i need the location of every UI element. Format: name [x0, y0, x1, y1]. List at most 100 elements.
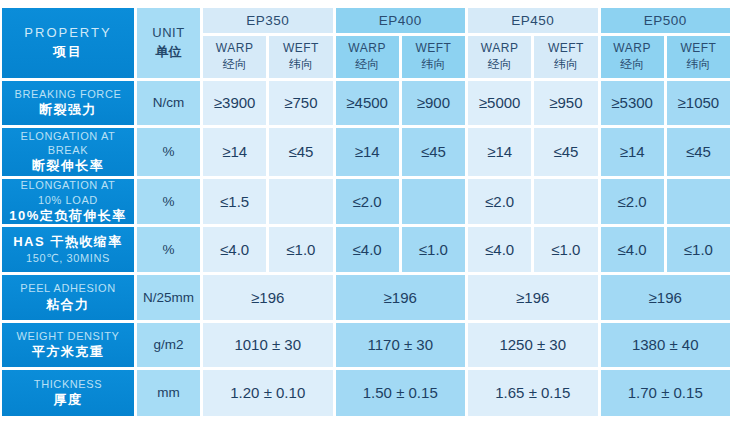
empty-cell	[534, 179, 597, 224]
row-label-en: WEIGHT DENSITY	[17, 329, 120, 343]
value-cell: ≤1.0	[534, 227, 597, 272]
unit-cell: %	[137, 128, 200, 176]
property-header-zh: 项目	[53, 44, 83, 61]
warp-label-zh: 经向	[223, 57, 247, 73]
value-cell: ≥5000	[468, 81, 531, 125]
row-label-en: 150℃, 30MINS	[26, 251, 110, 265]
cell-value: 1.65 ± 0.15	[495, 383, 570, 403]
value-cell: ≤4.0	[601, 227, 664, 272]
cell-value: ≤1.0	[286, 240, 315, 260]
value-cell-merged: 1.65 ± 0.15	[468, 370, 598, 416]
value-cell-merged: ≥196	[203, 275, 333, 320]
value-cell-merged: 1.50 ± 0.15	[336, 370, 466, 416]
product-label: EP400	[379, 12, 422, 30]
unit-value: %	[162, 193, 174, 211]
row-label-en: BREAKING FORCE	[15, 87, 122, 101]
empty-cell	[667, 179, 730, 224]
warp-label-zh: 经向	[488, 57, 512, 73]
value-cell: ≥14	[468, 128, 531, 176]
unit-cell: %	[137, 227, 200, 272]
warp-label-en: WARP	[216, 41, 254, 57]
value-cell: ≤1.0	[269, 227, 332, 272]
cell-value: ≤1.5	[220, 192, 249, 212]
value-cell: ≥750	[269, 81, 332, 125]
cell-value: ≥196	[384, 288, 417, 308]
cell-value: ≤45	[686, 142, 711, 162]
cell-value: ≥14	[355, 142, 380, 162]
value-cell: ≤45	[402, 128, 465, 176]
unit-header-zh: 单位	[156, 44, 182, 61]
row-label-zh: HAS 干热收缩率	[13, 234, 123, 251]
value-cell-merged: ≥196	[601, 275, 731, 320]
cell-value: 1.20 ± 0.10	[230, 383, 305, 403]
value-cell: ≤2.0	[336, 179, 399, 224]
warp-label-en: WARP	[348, 41, 386, 57]
cell-value: ≥750	[284, 93, 317, 113]
cell-value: ≤1.0	[419, 240, 448, 260]
warp-label-en: WARP	[613, 41, 651, 57]
value-cell-merged: 1.70 ± 0.15	[601, 370, 731, 416]
cell-value: ≥14	[222, 142, 247, 162]
row-label-weight-density: WEIGHT DENSITY 平方米克重	[2, 323, 134, 367]
cell-value: 1170 ± 30	[367, 335, 433, 355]
row-label-zh: 10%定负荷伸长率	[9, 208, 127, 225]
unit-value: N/25mm	[143, 289, 194, 307]
cell-value: ≤4.0	[353, 240, 382, 260]
weft-label-zh: 纬向	[289, 57, 313, 73]
value-cell-merged: ≥196	[336, 275, 466, 320]
row-label-en: ELONGATION AT BREAK	[8, 129, 128, 158]
product-label: EP450	[511, 12, 554, 30]
value-cell: ≥1050	[667, 81, 730, 125]
product-label: EP500	[644, 12, 687, 30]
cell-value: ≥5000	[479, 93, 521, 113]
value-cell: ≤45	[269, 128, 332, 176]
unit-cell: N/25mm	[137, 275, 200, 320]
row-label-zh: 断裂强力	[39, 102, 97, 119]
cell-value: ≥14	[487, 142, 512, 162]
cell-value: ≥196	[516, 288, 549, 308]
property-header-en: PROPERTY	[24, 25, 111, 42]
product-header-ep450: EP450	[468, 8, 598, 33]
unit-value: g/m2	[153, 336, 183, 354]
row-label-peel-adhesion: PEEL ADHESION 粘合力	[2, 275, 134, 320]
unit-cell: N/cm	[137, 81, 200, 125]
value-cell: ≤1.0	[667, 227, 730, 272]
value-cell: ≥900	[402, 81, 465, 125]
unit-cell: mm	[137, 370, 200, 416]
subheader-ep450-weft: WEFT 纬向	[534, 36, 597, 78]
row-label-zh: 平方米克重	[32, 344, 105, 361]
unit-value: %	[162, 241, 174, 259]
row-label-zh: 断裂伸长率	[32, 158, 105, 175]
value-cell-merged: 1010 ± 30	[203, 323, 333, 367]
cell-value: ≥14	[620, 142, 645, 162]
cell-value: ≤4.0	[485, 240, 514, 260]
cell-value: ≤45	[553, 142, 578, 162]
cell-value: 1.50 ± 0.15	[363, 383, 438, 403]
row-label-en: ELONGATION AT 10% LOAD	[8, 178, 128, 207]
cell-value: 1.70 ± 0.15	[628, 383, 703, 403]
warp-label-zh: 经向	[620, 57, 644, 73]
value-cell-merged: 1.20 ± 0.10	[203, 370, 333, 416]
weft-label-en: WEFT	[415, 41, 451, 57]
row-label-breaking-force: BREAKING FORCE 断裂强力	[2, 81, 134, 125]
cell-value: ≥5300	[611, 93, 653, 113]
subheader-ep400-warp: WARP 经向	[336, 36, 399, 78]
value-cell: ≥14	[203, 128, 266, 176]
empty-cell	[269, 179, 332, 224]
row-label-thickness: THICKNESS 厚度	[2, 370, 134, 416]
row-label-zh: 粘合力	[46, 297, 90, 314]
cell-value: ≤2.0	[618, 192, 647, 212]
value-cell: ≤4.0	[468, 227, 531, 272]
unit-cell: %	[137, 179, 200, 224]
weft-label-en: WEFT	[548, 41, 584, 57]
value-cell: ≥4500	[336, 81, 399, 125]
value-cell: ≥950	[534, 81, 597, 125]
unit-cell: g/m2	[137, 323, 200, 367]
unit-value: N/cm	[153, 94, 185, 112]
product-header-ep400: EP400	[336, 8, 466, 33]
weft-label-en: WEFT	[680, 41, 716, 57]
warp-label-en: WARP	[481, 41, 519, 57]
value-cell: ≤4.0	[203, 227, 266, 272]
unit-header-cell: UNIT 单位	[137, 8, 200, 78]
property-header-cell: PROPERTY 项目	[2, 8, 134, 78]
